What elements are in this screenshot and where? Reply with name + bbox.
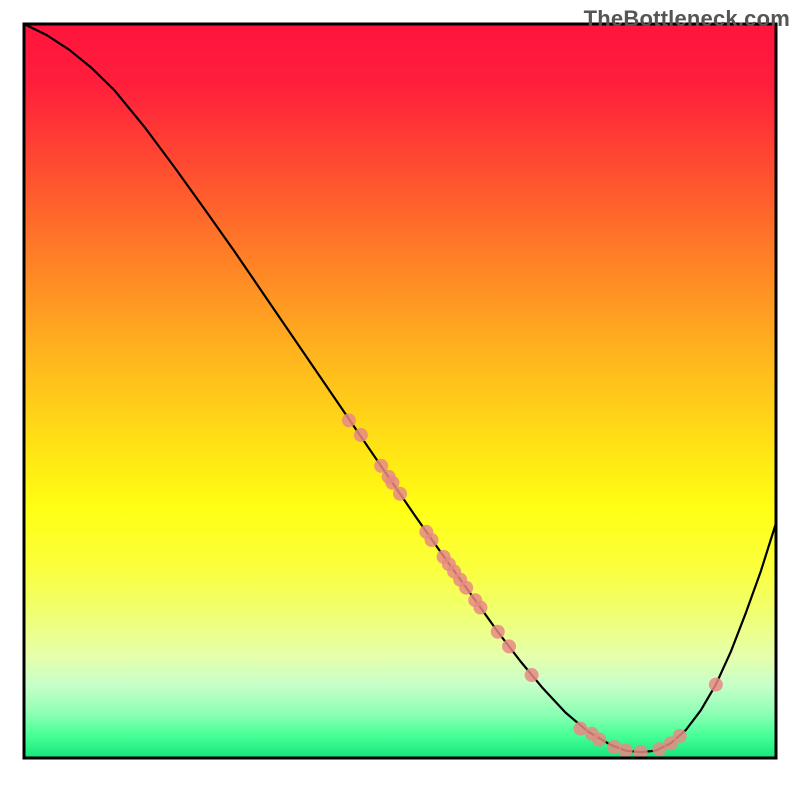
chart-container: TheBottleneck.com	[0, 0, 800, 800]
plot-background	[24, 24, 776, 758]
data-marker	[473, 601, 487, 615]
plot-area	[24, 24, 776, 759]
data-marker	[425, 533, 439, 547]
data-marker	[354, 428, 368, 442]
data-marker	[709, 678, 723, 692]
data-marker	[459, 581, 473, 595]
data-marker	[673, 729, 687, 743]
data-marker	[525, 668, 539, 682]
data-marker	[592, 733, 606, 747]
bottleneck-chart	[0, 0, 800, 800]
data-marker	[491, 625, 505, 639]
data-marker	[619, 744, 633, 758]
data-marker	[502, 639, 516, 653]
data-marker	[393, 487, 407, 501]
watermark-text: TheBottleneck.com	[584, 6, 790, 32]
data-marker	[342, 413, 356, 427]
